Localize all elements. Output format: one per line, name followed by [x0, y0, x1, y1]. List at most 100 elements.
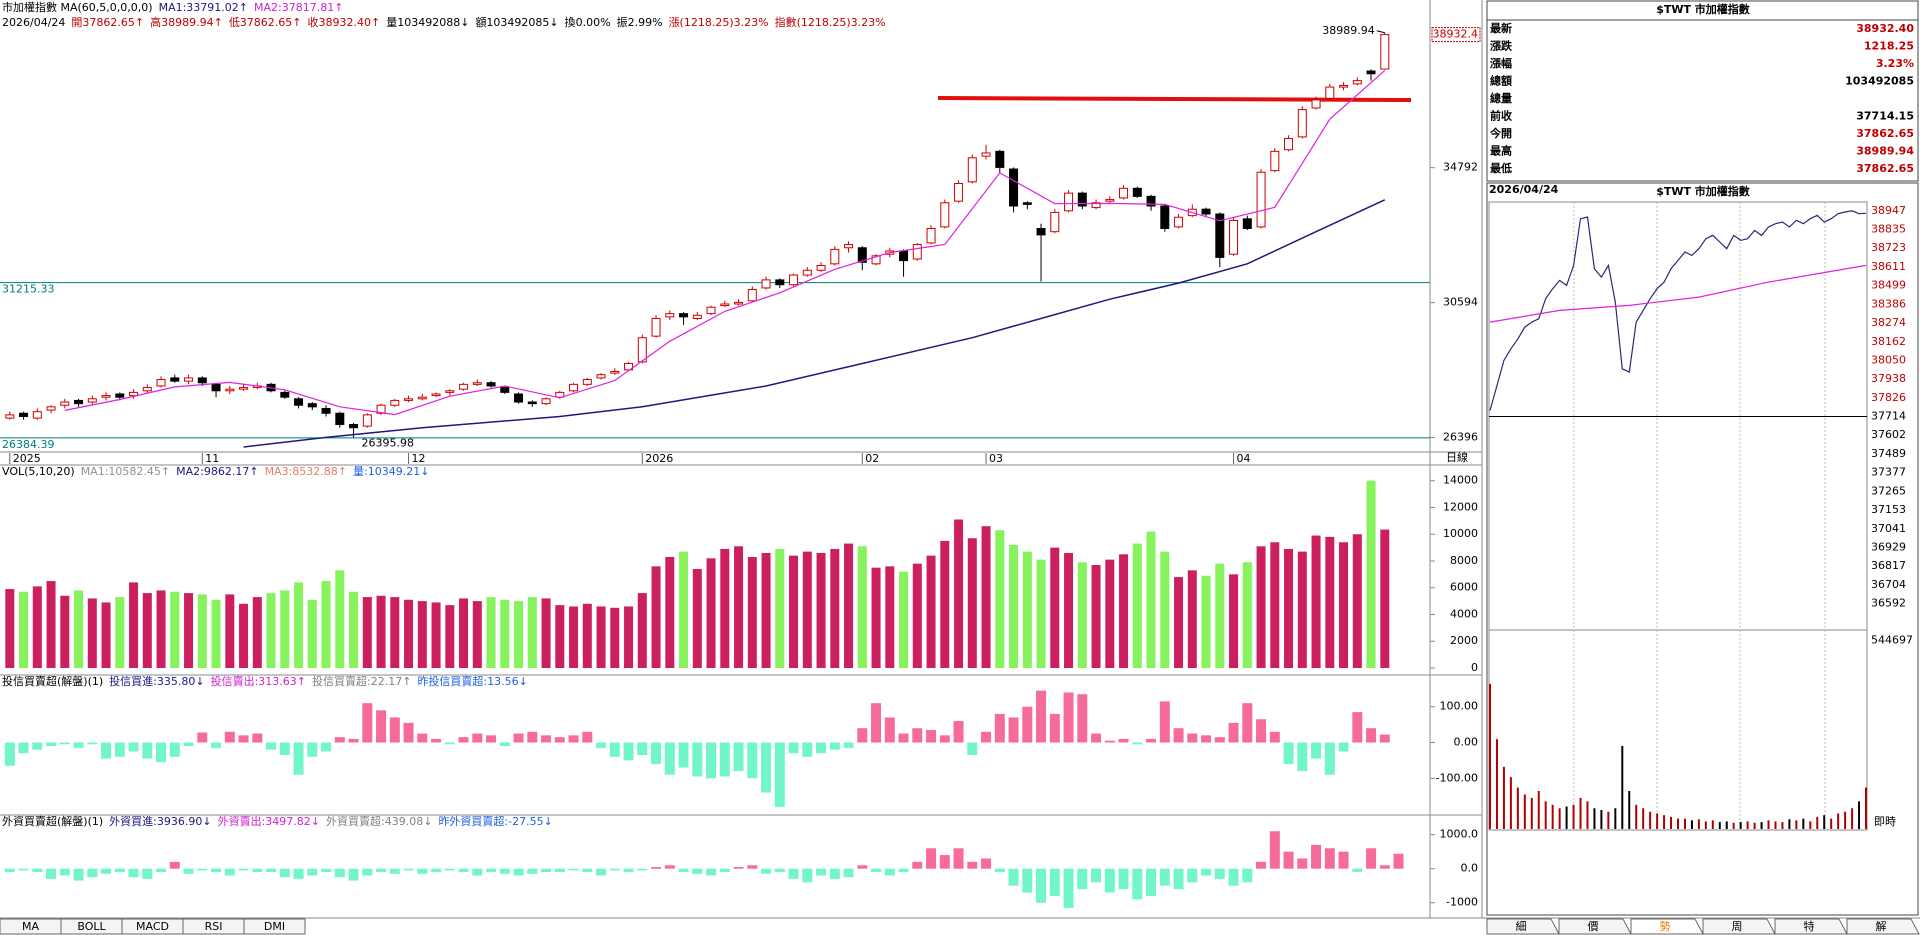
- header-item: MA1:33791.02↑: [159, 1, 248, 14]
- flow-bar: [486, 735, 497, 743]
- flow-bar: [1201, 735, 1212, 743]
- candle-body: [431, 393, 441, 397]
- volume-bar: [789, 555, 799, 668]
- tab[interactable]: RSI: [182, 918, 245, 935]
- flow-bar: [1228, 722, 1239, 743]
- candle-body: [1201, 208, 1211, 215]
- volume-bar: [1311, 535, 1321, 668]
- tab-label: 勢: [1660, 919, 1671, 933]
- flow-bar: [1256, 719, 1267, 743]
- flow-bar: [472, 733, 483, 743]
- flow-bar: [1036, 868, 1047, 903]
- flow-bar: [499, 742, 510, 747]
- flow-bar: [829, 868, 840, 879]
- flow-bar: [128, 742, 139, 752]
- flow-bar: [46, 868, 57, 879]
- candle-body: [376, 404, 386, 414]
- candle-body: [637, 337, 647, 363]
- flow-bar: [169, 742, 180, 757]
- volume-bar: [830, 548, 840, 668]
- y-tick-label: 38947: [1871, 204, 1906, 217]
- y-tick-label: 38611: [1871, 260, 1906, 273]
- quote-label: 最高: [1490, 144, 1512, 158]
- candle-body: [74, 399, 84, 405]
- flow-bar: [321, 742, 332, 752]
- tab[interactable]: 細: [1486, 918, 1560, 935]
- ma-line: [1489, 264, 1867, 323]
- flow-bar: [541, 868, 552, 873]
- candle-body: [129, 391, 139, 397]
- candle-body: [19, 412, 29, 417]
- candle-body: [734, 301, 744, 305]
- candle-body: [307, 403, 317, 408]
- flow-bar: [1146, 738, 1157, 743]
- flow-bar: [554, 737, 565, 743]
- quote-label: 今開: [1489, 126, 1512, 140]
- flow-bar: [857, 865, 868, 869]
- flow-bar: [582, 868, 593, 873]
- candle-body: [1270, 150, 1280, 172]
- volume-bar: [101, 602, 111, 668]
- flow-bar: [486, 868, 497, 873]
- flow-bar: [444, 868, 455, 871]
- flow-bar: [898, 733, 909, 743]
- tab[interactable]: 勢: [1630, 918, 1704, 935]
- flow-bar: [664, 742, 675, 775]
- flow-bar: [568, 868, 579, 871]
- flow-bar: [1242, 703, 1253, 743]
- candle-body: [115, 393, 125, 398]
- flow-bar: [981, 858, 992, 869]
- tab[interactable]: 解: [1846, 918, 1920, 935]
- flow-bar: [527, 731, 538, 743]
- intraday-box: [1486, 182, 1919, 916]
- flow-bar: [802, 742, 813, 757]
- volume-bar: [1064, 552, 1074, 668]
- tab[interactable]: 周: [1702, 918, 1776, 935]
- tab[interactable]: 價: [1558, 918, 1632, 935]
- tab[interactable]: BOLL: [60, 918, 123, 935]
- last-price-box: [1431, 27, 1481, 43]
- tab[interactable]: DMI: [243, 918, 306, 935]
- candle-body: [32, 411, 42, 419]
- header-item: 額103492085↓: [475, 16, 558, 29]
- y-tick-label: 37265: [1871, 484, 1906, 497]
- candle-body: [1132, 187, 1142, 197]
- volume-bar: [184, 593, 194, 668]
- flow-bar: [898, 868, 909, 873]
- flow-bar: [1187, 733, 1198, 743]
- flow-bar: [1022, 706, 1033, 743]
- header-item: 投信買賣超(解盤)(1): [2, 674, 103, 688]
- candle-body: [349, 424, 359, 429]
- tab[interactable]: MA: [0, 918, 62, 935]
- y-tick-label: 38050: [1871, 353, 1906, 366]
- y-tick-label: 26396: [1443, 431, 1478, 444]
- flow-bar: [733, 866, 744, 869]
- header-line: VOL(5,10,20) MA1:10582.45↑ MA2:9862.17↑ MA3…: [2, 465, 429, 478]
- volume-bar: [857, 546, 867, 668]
- flow-bar: [279, 742, 290, 756]
- y-tick-label: 36817: [1871, 559, 1906, 572]
- flow-bar: [444, 742, 455, 745]
- candle-body: [1160, 205, 1170, 229]
- candle-body: [445, 390, 455, 393]
- flow-bar: [1283, 742, 1294, 764]
- flow-bar: [554, 868, 565, 873]
- tab-label: 解: [1876, 919, 1887, 933]
- flow-bar: [1256, 861, 1267, 869]
- candle-body: [665, 313, 675, 318]
- candle-body: [679, 313, 689, 318]
- flow-bar: [1173, 868, 1184, 890]
- tab[interactable]: 特: [1774, 918, 1848, 935]
- flow-bar: [953, 721, 964, 743]
- flow-bar: [774, 742, 785, 807]
- volume-bar: [1229, 574, 1239, 668]
- flow-bar: [1311, 844, 1322, 869]
- flow-bar: [1063, 868, 1074, 908]
- flow-bar: [1091, 868, 1102, 883]
- flow-bar: [362, 703, 373, 743]
- header-item: 低37862.65↑: [229, 16, 302, 29]
- volume-bar: [596, 606, 606, 668]
- volume-bar: [500, 599, 510, 668]
- tab[interactable]: MACD: [121, 918, 184, 935]
- flow-bar: [307, 742, 318, 757]
